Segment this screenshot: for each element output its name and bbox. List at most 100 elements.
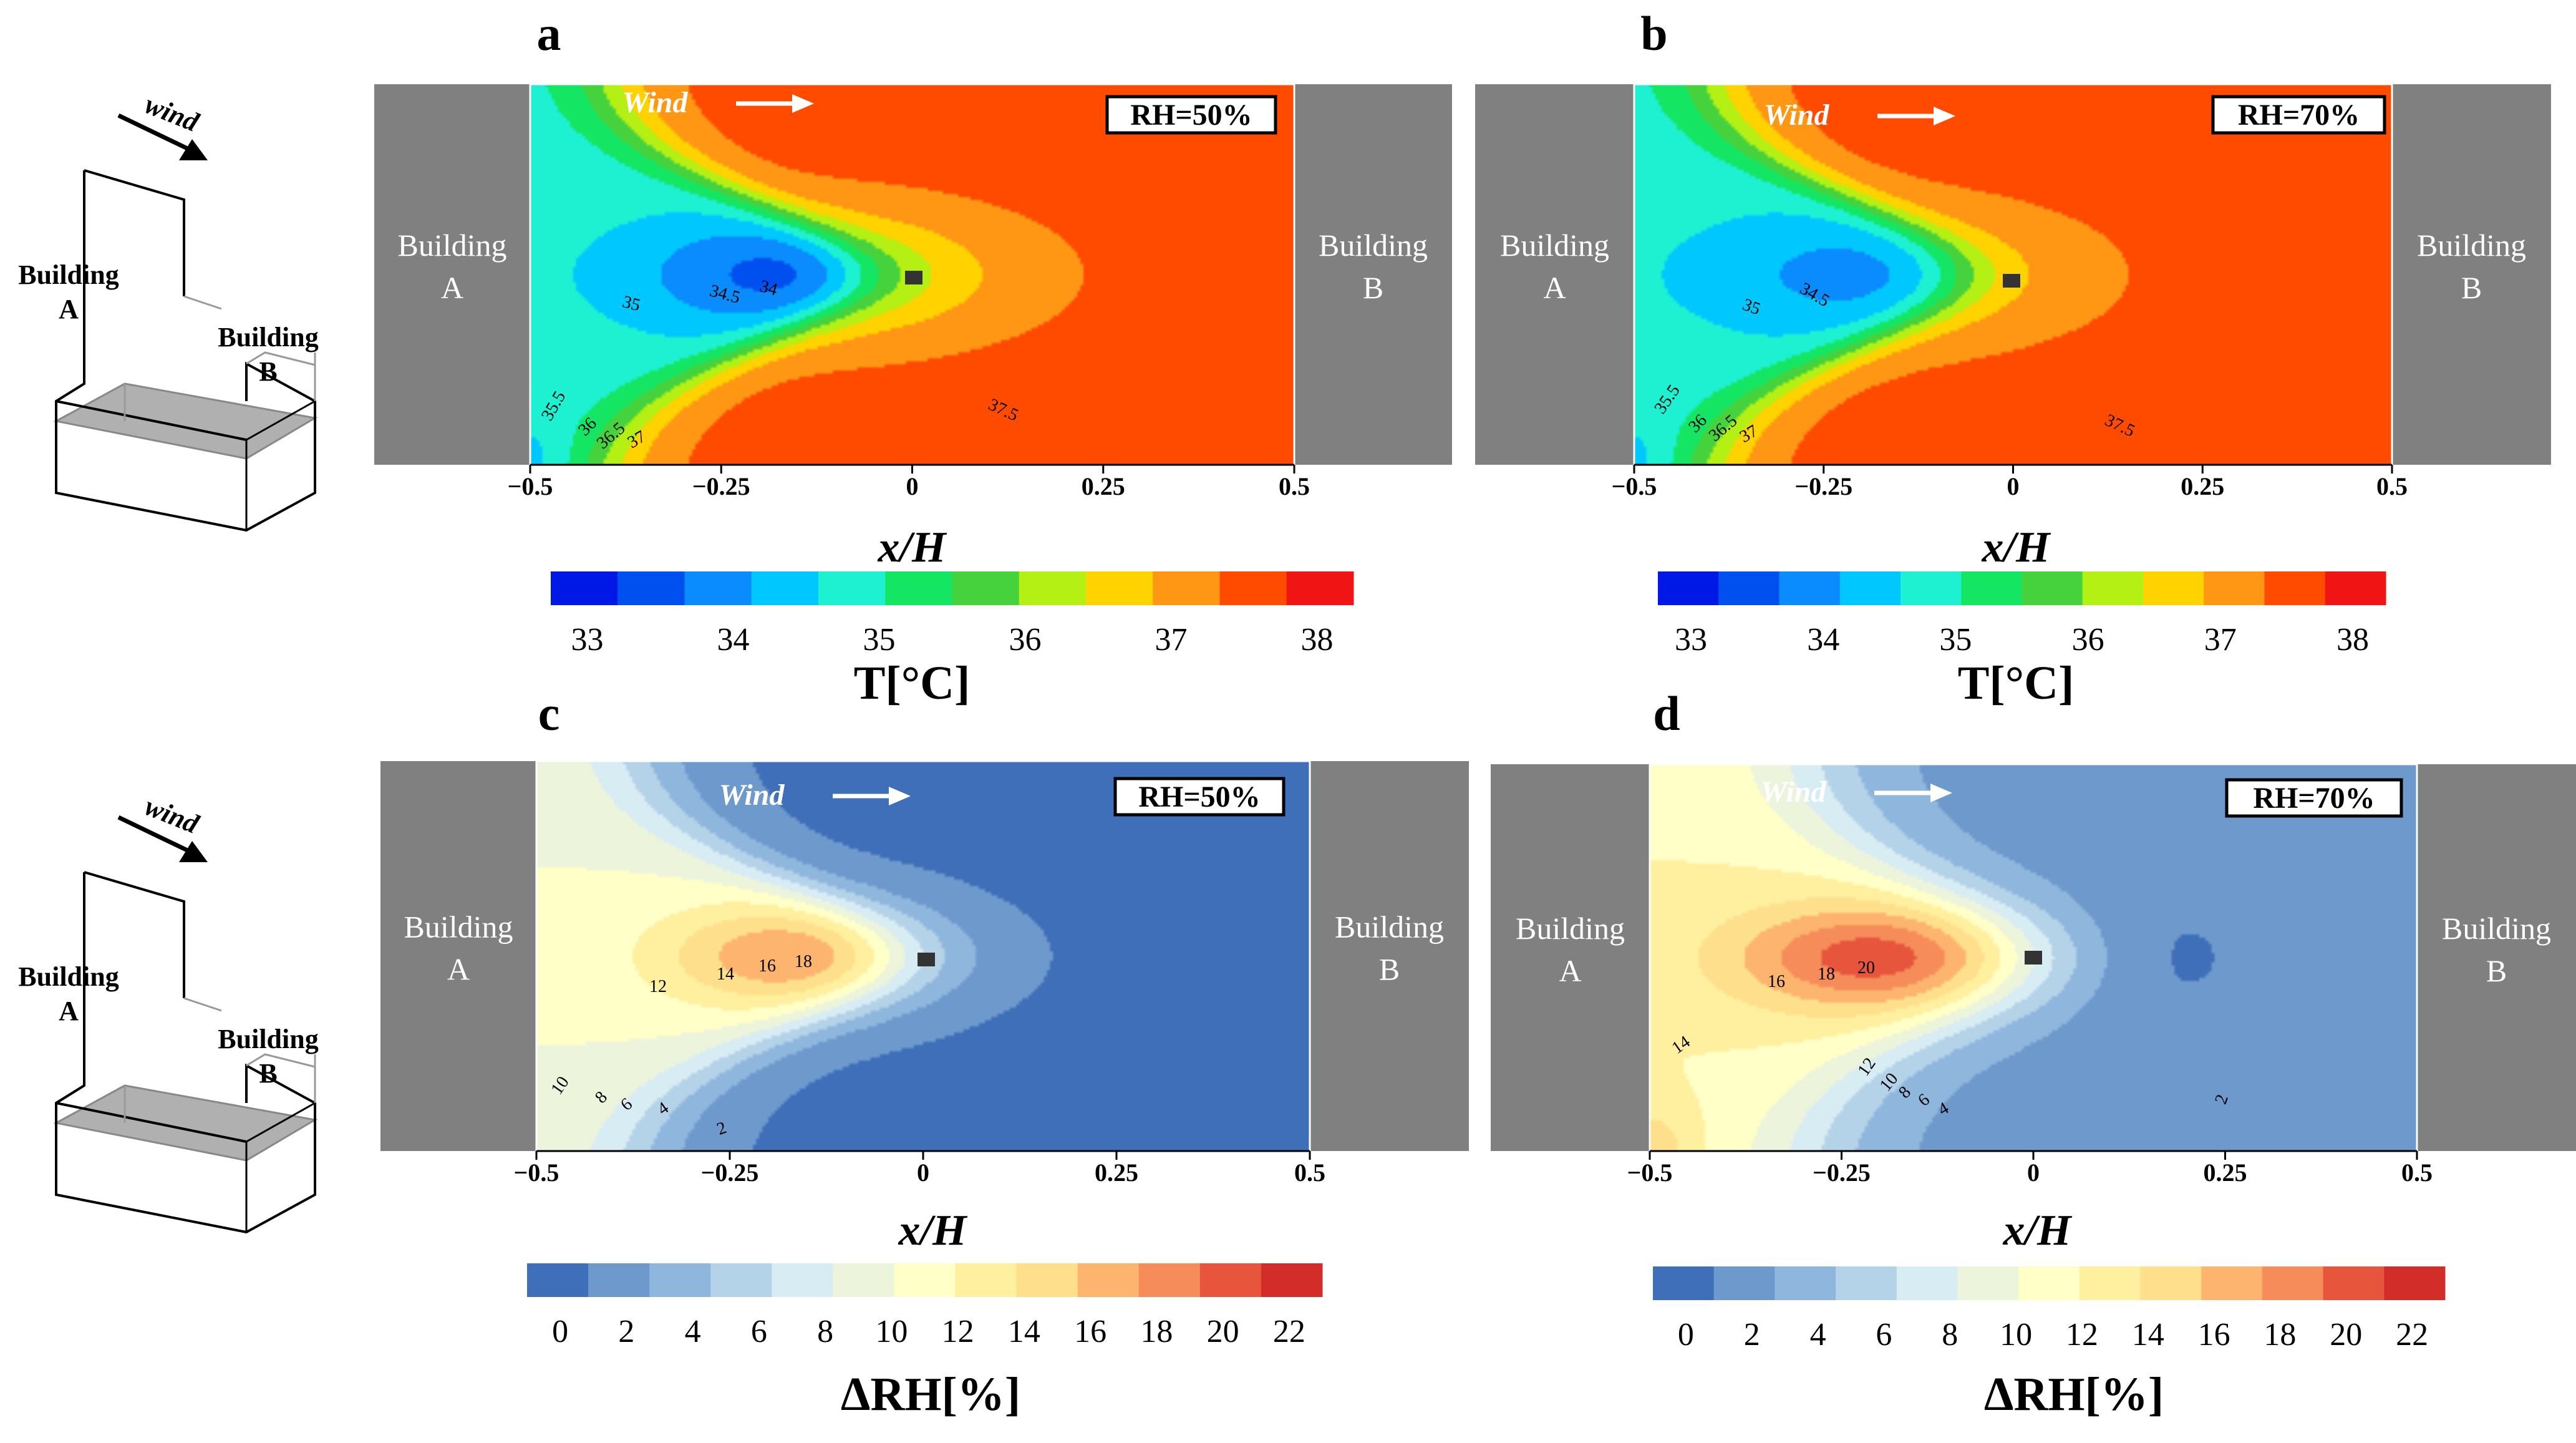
wind-arrow-head xyxy=(1934,107,1955,125)
x-axis-label: x/H xyxy=(898,1207,968,1255)
x-tick-label: −0.25 xyxy=(701,1159,759,1187)
colorbar-swatch xyxy=(2325,571,2386,605)
x-tick-label: 0 xyxy=(917,1159,929,1187)
colorbar-tick-label: 14 xyxy=(2132,1317,2164,1353)
sketch-building-b-line2: B xyxy=(259,1058,277,1089)
building-a-label-line1: Building xyxy=(1516,911,1625,946)
wind-arrow-head xyxy=(1930,784,1952,802)
probe-marker-icon xyxy=(2025,951,2042,964)
colorbar-tick-label: 8 xyxy=(817,1314,833,1349)
colorbar-swatch xyxy=(1775,1266,1836,1300)
rh-box xyxy=(1105,95,1277,135)
colorbar-swatch xyxy=(818,571,886,605)
sketch-line xyxy=(56,1102,247,1143)
x-tick-label: −0.25 xyxy=(692,472,750,500)
colorbar-tick-label: 37 xyxy=(2204,622,2237,658)
colorbar: 33 34 35 36 37 38 T[°C] xyxy=(1658,571,2386,709)
colorbar-swatch xyxy=(2143,571,2204,605)
colorbar-swatch xyxy=(617,571,685,605)
building-b-label-line2: B xyxy=(1379,952,1400,987)
colorbar-swatch xyxy=(2079,1266,2141,1300)
rh-label: RH=70% xyxy=(2253,782,2375,815)
colorbar-swatch xyxy=(1658,571,1719,605)
rh-box xyxy=(1113,777,1286,817)
colorbar-swatch xyxy=(588,1263,650,1297)
wind-arrow-icon xyxy=(736,94,814,113)
colorbar-tick-label: 6 xyxy=(1876,1317,1892,1353)
x-tick-label: 0.25 xyxy=(1082,472,1125,500)
building-a xyxy=(1475,84,1634,465)
colorbar: 0 2 4 6 8 10 12 14 16 18 20 22 ΔRH[%] xyxy=(527,1263,1323,1421)
x-axis-label: x/H xyxy=(878,523,947,571)
colorbar-title: ΔRH[%] xyxy=(1984,1368,2164,1421)
panel-b: BuildingABuildingBbRH=70%Wind34.53535.53… xyxy=(1475,6,2551,709)
x-tick-label: −0.25 xyxy=(1813,1159,1871,1187)
x-tick-label: 0.5 xyxy=(2376,472,2408,500)
contour-label: 14 xyxy=(717,964,734,984)
colorbar-swatch xyxy=(2022,571,2083,605)
probe-marker-icon xyxy=(905,271,922,284)
x-axis-label: x/H xyxy=(2003,1207,2073,1255)
x-tick-label: 0.5 xyxy=(1294,1159,1325,1187)
rh-label: RH=70% xyxy=(2238,99,2360,132)
wind-arrow-icon xyxy=(1874,784,1952,802)
building-b xyxy=(2417,764,2576,1151)
x-axis: −0.5 −0.25 0 0.25 0.5 xyxy=(1627,1150,2433,1187)
x-tick-label: 0.5 xyxy=(1279,472,1310,500)
colorbar-tick-label: 36 xyxy=(2072,622,2104,658)
colorbar-swatch xyxy=(1896,1266,1958,1300)
colorbar-title: ΔRH[%] xyxy=(841,1368,1020,1421)
sketch-building-a-line2: A xyxy=(59,294,79,324)
colorbar-swatch xyxy=(1653,1266,1715,1300)
colorbar-swatch xyxy=(2204,571,2265,605)
x-axis: −0.5 −0.25 0 0.25 0.5 xyxy=(1612,464,2408,500)
colorbar-tick-label: 8 xyxy=(1942,1317,1958,1353)
colorbar-swatch xyxy=(772,1263,833,1297)
sketch-line xyxy=(56,400,247,441)
x-tick-label: 0 xyxy=(906,472,919,500)
sketch-building-b-line1: Building xyxy=(218,1024,318,1054)
colorbar: 0 2 4 6 8 10 12 14 16 18 20 22 ΔRH[%] xyxy=(1653,1266,2446,1421)
colorbar-tick-label: 12 xyxy=(2066,1317,2098,1353)
colorbar-tick-label: 0 xyxy=(552,1314,568,1349)
colorbar-title: T[°C] xyxy=(854,657,971,709)
colorbar-swatch xyxy=(1713,1266,1775,1300)
colorbar-tick-label: 35 xyxy=(1939,622,1972,658)
x-tick-label: 0 xyxy=(2007,472,2020,500)
x-tick-label: −0.5 xyxy=(508,472,553,500)
sketch-line xyxy=(246,400,316,441)
colorbar-swatch xyxy=(1019,571,1087,605)
wind-arrow-icon xyxy=(117,815,208,862)
wind-arrow-icon xyxy=(833,787,911,805)
colorbar-tick-label: 35 xyxy=(863,622,896,658)
colorbar-swatch xyxy=(1836,1266,1897,1300)
wind-arrow-head xyxy=(179,841,208,862)
contour-label: 16 xyxy=(1768,972,1785,991)
colorbar-swatch xyxy=(551,571,618,605)
panel-letter: a xyxy=(537,6,561,61)
colorbar-swatch xyxy=(952,571,1020,605)
building-b xyxy=(1310,761,1469,1151)
wind-label: Wind xyxy=(622,86,689,119)
building-b-label-line1: Building xyxy=(2442,911,2551,946)
colorbar-tick-label: 10 xyxy=(875,1314,908,1349)
contour-label: 16 xyxy=(758,956,776,976)
sketch-line xyxy=(84,169,185,296)
building-a-label-line1: Building xyxy=(397,228,506,263)
colorbar-swatch xyxy=(1199,1263,1262,1297)
wind-arrow-head xyxy=(792,94,814,113)
colorbar-tick-label: 38 xyxy=(2336,622,2369,658)
wind-arrow-shaft xyxy=(117,113,198,155)
colorbar-swatch xyxy=(2262,1266,2324,1300)
building-a xyxy=(374,84,530,465)
colorbar-swatch xyxy=(1718,571,1779,605)
building-a xyxy=(380,761,536,1151)
colorbar-swatch xyxy=(2018,1266,2080,1300)
colorbar-swatch xyxy=(894,1263,956,1297)
colorbar-tick-label: 34 xyxy=(717,622,750,658)
sketch-ground xyxy=(53,382,318,460)
panel-d: Building A Building Bd RH=70% Wind 2 4 6 8 10 12 14 1… xyxy=(1491,686,2576,1421)
